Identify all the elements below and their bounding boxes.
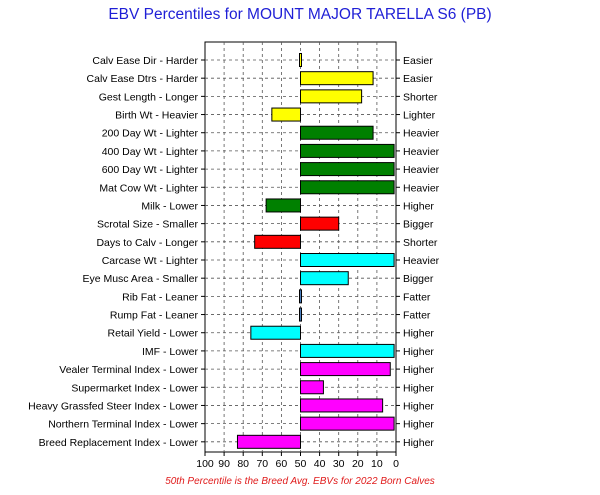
row-label-left: Gest Length - Longer (99, 91, 199, 103)
bar (300, 180, 395, 195)
x-tick-label: 100 (196, 458, 214, 470)
bar (300, 416, 395, 431)
bar (236, 434, 301, 449)
bar (300, 271, 349, 286)
row-label-right: Higher (403, 346, 434, 358)
row-label-left: Days to Calv - Longer (96, 237, 198, 249)
row-label-right: Easier (403, 55, 433, 67)
row-label-right: Fatter (403, 310, 431, 322)
row-label-right: Heavier (403, 164, 440, 176)
chart-footnote: 50th Percentile is the Breed Avg. EBVs f… (165, 476, 435, 487)
row-label-left: Rump Fat - Leaner (110, 310, 199, 322)
row-label-left: 200 Day Wt - Lighter (102, 128, 199, 140)
row-label-right: Fatter (403, 291, 431, 303)
bar (300, 162, 395, 177)
row-label-left: Birth Wt - Heavier (115, 110, 198, 122)
row-label-left: Supermarket Index - Lower (71, 382, 198, 394)
row-label-left: Scrotal Size - Smaller (97, 219, 198, 231)
row-label-right: Bigger (403, 273, 434, 285)
bar (300, 216, 340, 231)
x-tick-label: 50 (295, 458, 307, 470)
bar (254, 234, 302, 249)
bar (250, 325, 301, 340)
row-label-left: Eye Musc Area - Smaller (82, 273, 198, 285)
row-label-left: Milk - Lower (141, 200, 198, 212)
row-label-left: Retail Yield - Lower (108, 328, 199, 340)
row-label-left: Heavy Grassfed Steer Index - Lower (28, 400, 198, 412)
row-label-right: Higher (403, 400, 434, 412)
row-label-right: Higher (403, 328, 434, 340)
row-label-left: Carcase Wt - Lighter (102, 255, 199, 267)
row-label-right: Lighter (403, 110, 436, 122)
x-tick-label: 80 (237, 458, 249, 470)
row-label-left: Vealer Terminal Index - Lower (59, 364, 198, 376)
bar (300, 362, 391, 377)
bar (299, 289, 302, 304)
row-label-right: Heavier (403, 182, 440, 194)
row-label-right: Higher (403, 437, 434, 449)
bar (300, 343, 395, 358)
row-label-left: Northern Terminal Index - Lower (48, 419, 198, 431)
chart-title: EBV Percentiles for MOUNT MAJOR TARELLA … (108, 6, 492, 23)
row-label-right: Higher (403, 364, 434, 376)
row-label-left: IMF - Lower (142, 346, 199, 358)
bar (299, 53, 302, 67)
x-tick-label: 40 (314, 458, 326, 470)
x-tick-label: 70 (256, 458, 268, 470)
x-tick-label: 10 (371, 458, 383, 470)
row-label-left: 400 Day Wt - Lighter (102, 146, 199, 158)
bar (300, 71, 374, 86)
x-tick-label: 90 (218, 458, 230, 470)
bar (300, 143, 395, 158)
row-label-left: 600 Day Wt - Lighter (102, 164, 199, 176)
bar (300, 125, 374, 140)
x-tick-label: 0 (393, 458, 399, 470)
row-label-right: Heavier (403, 255, 440, 267)
row-label-right: Shorter (403, 237, 438, 249)
bar (300, 89, 363, 104)
bar (300, 380, 324, 395)
x-tick-label: 30 (333, 458, 345, 470)
bar (271, 107, 302, 122)
row-label-left: Breed Replacement Index - Lower (39, 437, 199, 449)
row-label-right: Heavier (403, 128, 440, 140)
x-tick-label: 20 (352, 458, 364, 470)
row-label-right: Higher (403, 382, 434, 394)
row-label-left: Rib Fat - Leaner (122, 291, 198, 303)
row-label-left: Mat Cow Wt - Lighter (99, 182, 198, 194)
row-label-left: Calv Ease Dir - Harder (92, 55, 198, 67)
row-label-right: Shorter (403, 91, 438, 103)
bar (299, 307, 302, 322)
row-label-right: Easier (403, 73, 433, 85)
bar (300, 253, 395, 267)
row-label-left: Calv Ease Dtrs - Harder (87, 73, 199, 85)
row-label-right: Higher (403, 419, 434, 431)
row-label-right: Heavier (403, 146, 440, 158)
bar (300, 398, 384, 413)
bar (265, 198, 301, 213)
row-label-right: Bigger (403, 219, 434, 231)
x-tick-label: 60 (276, 458, 288, 470)
row-label-right: Higher (403, 200, 434, 212)
